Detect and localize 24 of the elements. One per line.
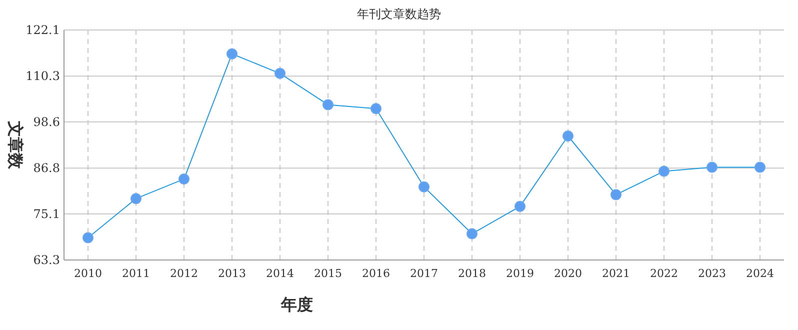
y-tick-label: 63.3	[33, 253, 60, 267]
x-tick-label: 2020	[554, 267, 582, 280]
x-tick-label: 2018	[458, 267, 486, 280]
x-tick-label: 2011	[122, 267, 150, 280]
x-tick-label: 2022	[650, 267, 678, 280]
x-tick-label: 2023	[698, 267, 726, 280]
y-tick-label: 75.1	[33, 206, 60, 221]
y-tick-label: 86.8	[33, 161, 60, 176]
y-tick-label: 110.3	[26, 69, 60, 84]
x-tick-label: 2010	[74, 267, 102, 280]
x-tick-label: 2024	[746, 267, 774, 280]
x-tick-label: 2017	[410, 267, 438, 280]
y-tick-label: 122.1	[26, 23, 60, 37]
x-tick-label: 2019	[506, 267, 534, 280]
chart-title: 年刊文章数趋势	[357, 7, 441, 21]
x-axis-title: 年度	[280, 295, 313, 314]
x-tick-label: 2012	[170, 267, 198, 280]
x-tick-label: 2014	[266, 267, 294, 280]
x-tick-label: 2021	[602, 267, 630, 280]
y-tick-label: 98.6	[33, 114, 60, 129]
x-tick-label: 2015	[314, 267, 342, 280]
x-tick-label: 2013	[218, 267, 246, 280]
x-tick-label: 2016	[362, 267, 390, 280]
y-axis-title: 文章数	[6, 120, 25, 170]
